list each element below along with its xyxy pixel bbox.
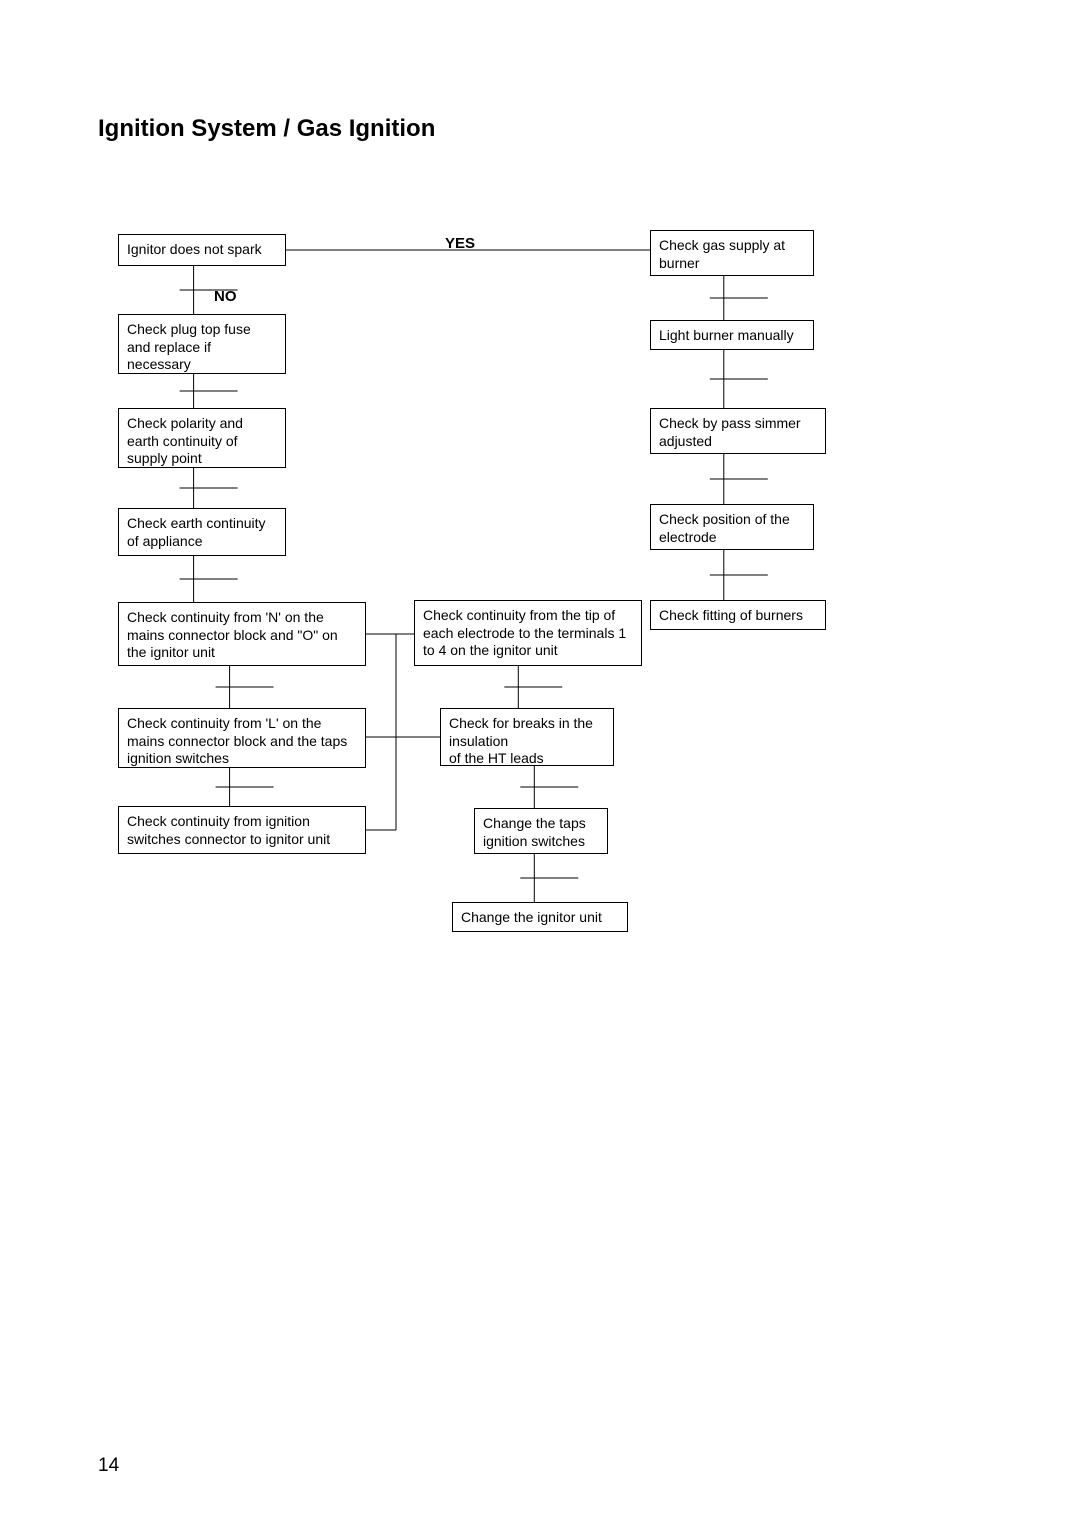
node-ht-leads: Check for breaks in the insulationof the…: [440, 708, 614, 766]
node-check-polarity: Check polarity and earth continuity of s…: [118, 408, 286, 468]
node-change-tap-switches: Change the taps ignition switches: [474, 808, 608, 854]
node-light-manually: Light burner manually: [650, 320, 814, 350]
node-change-ignitor: Change the ignitor unit: [452, 902, 628, 932]
page: Ignition System / Gas Ignition YES NO Ig…: [0, 0, 1080, 1528]
node-continuity-l: Check continuity from 'L' on the mains c…: [118, 708, 366, 768]
node-ignitor-no-spark: Ignitor does not spark: [118, 234, 286, 266]
page-number: 14: [98, 1455, 119, 1477]
node-check-gas-supply: Check gas supply at burner: [650, 230, 814, 276]
label-yes: YES: [445, 235, 475, 252]
label-no: NO: [214, 288, 237, 305]
node-bypass-simmer: Check by pass simmer adjusted: [650, 408, 826, 454]
node-fitting-burners: Check fitting of burners: [650, 600, 826, 630]
node-earth-continuity: Check earth continuity of appliance: [118, 508, 286, 556]
page-title: Ignition System / Gas Ignition: [98, 115, 435, 143]
node-continuity-switches: Check continuity from ignition switches …: [118, 806, 366, 854]
node-electrode-terminals: Check continuity from the tip of each el…: [414, 600, 642, 666]
node-continuity-n: Check continuity from 'N' on the mains c…: [118, 602, 366, 666]
node-check-plug-fuse: Check plug top fuse and replace if neces…: [118, 314, 286, 374]
node-electrode-position: Check position of the electrode: [650, 504, 814, 550]
